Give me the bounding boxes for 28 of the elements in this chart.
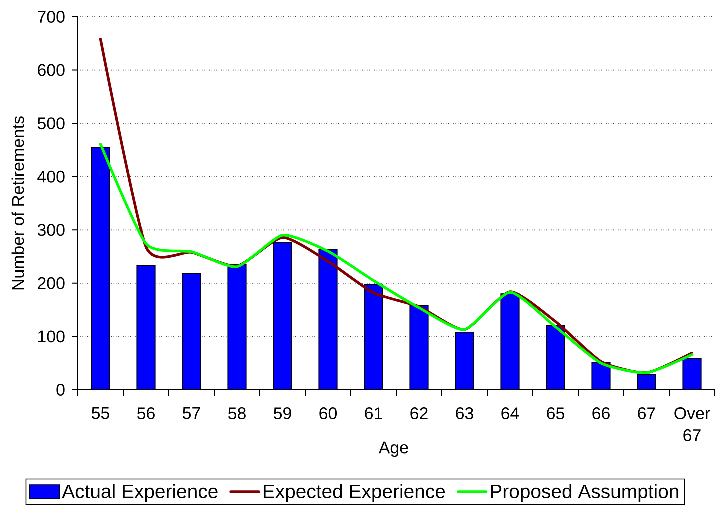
y-tick-label: 0: [56, 384, 65, 396]
y-tick-label: 400: [38, 170, 65, 183]
legend-label: Proposed Assumption: [491, 484, 678, 502]
line-series: [99, 143, 694, 374]
x-tick-label: 60: [320, 408, 338, 420]
x-tick-label: 59: [274, 408, 292, 420]
x-tick-label: Over 67: [674, 408, 710, 442]
x-tick-label: 66: [592, 408, 610, 420]
y-axis-title: Number of Retirements: [12, 116, 24, 290]
x-tick-label: 64: [502, 408, 520, 420]
x-tick-label: 58: [228, 408, 246, 420]
y-tick-label: 200: [38, 277, 65, 290]
y-tick-label: 300: [38, 224, 65, 236]
y-tick-label: 600: [38, 64, 65, 76]
y-tick-label: 700: [38, 11, 65, 23]
x-tick-label: 63: [456, 408, 474, 420]
x-tick-label: 65: [547, 408, 564, 420]
y-tick-label: 100: [38, 330, 65, 343]
x-tick-label: 61: [365, 408, 382, 420]
y-tick-label: 500: [38, 118, 65, 130]
x-tick-label: 57: [183, 408, 200, 420]
legend-label: Actual Experience: [62, 484, 218, 502]
x-tick-label: 56: [138, 408, 155, 420]
legend-label: Expected Experience: [264, 484, 446, 502]
x-tick-label: 67: [638, 408, 656, 420]
x-tick-label: 55: [92, 408, 110, 420]
x-axis-title: Age: [378, 442, 408, 458]
x-tick-label: 62: [410, 408, 428, 420]
